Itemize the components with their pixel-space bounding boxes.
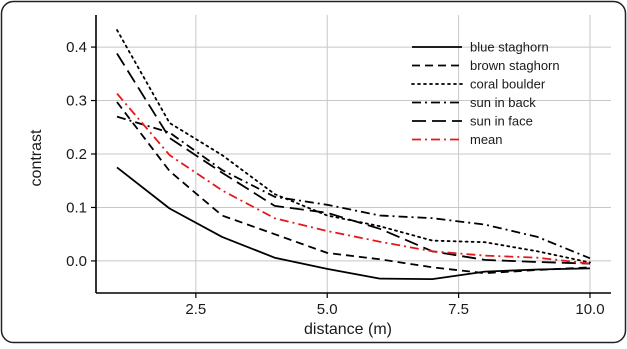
legend-label-brown-staghorn: brown staghorn [470,58,560,73]
y-tick-label: 0.0 [66,253,87,270]
x-tick-label: 7.5 [448,301,469,318]
x-tick-label: 10.0 [575,301,604,318]
y-tick-label: 0.2 [66,146,87,163]
axes: 2.5 5.0 7.5 10.0 0.0 0.1 0.2 0.3 0.4 [66,15,611,318]
grid [96,15,611,293]
legend-label-blue-staghorn: blue staghorn [470,40,549,55]
legend-label-sun-in-back: sun in back [470,95,536,110]
legend: blue staghorn brown staghorn coral boulder… [411,40,560,147]
y-axis-title: contrast [28,129,45,186]
legend-label-coral-boulder: coral boulder [470,77,546,92]
y-tick-label: 0.1 [66,199,87,216]
series-line-blue-staghorn [116,166,591,281]
series-line-mean [116,93,591,265]
x-tick-label: 5.0 [317,301,338,318]
series-line-brown-staghorn [116,101,591,275]
y-tick-label: 0.4 [66,39,87,56]
y-tick-label: 0.3 [66,93,87,110]
series-line-sun-in-face [116,53,591,265]
series [116,29,591,281]
x-tick-label: 2.5 [185,301,206,318]
x-axis-title: distance (m) [304,321,392,338]
legend-label-mean: mean [470,132,503,147]
legend-label-sun-in-face: sun in face [470,114,533,129]
